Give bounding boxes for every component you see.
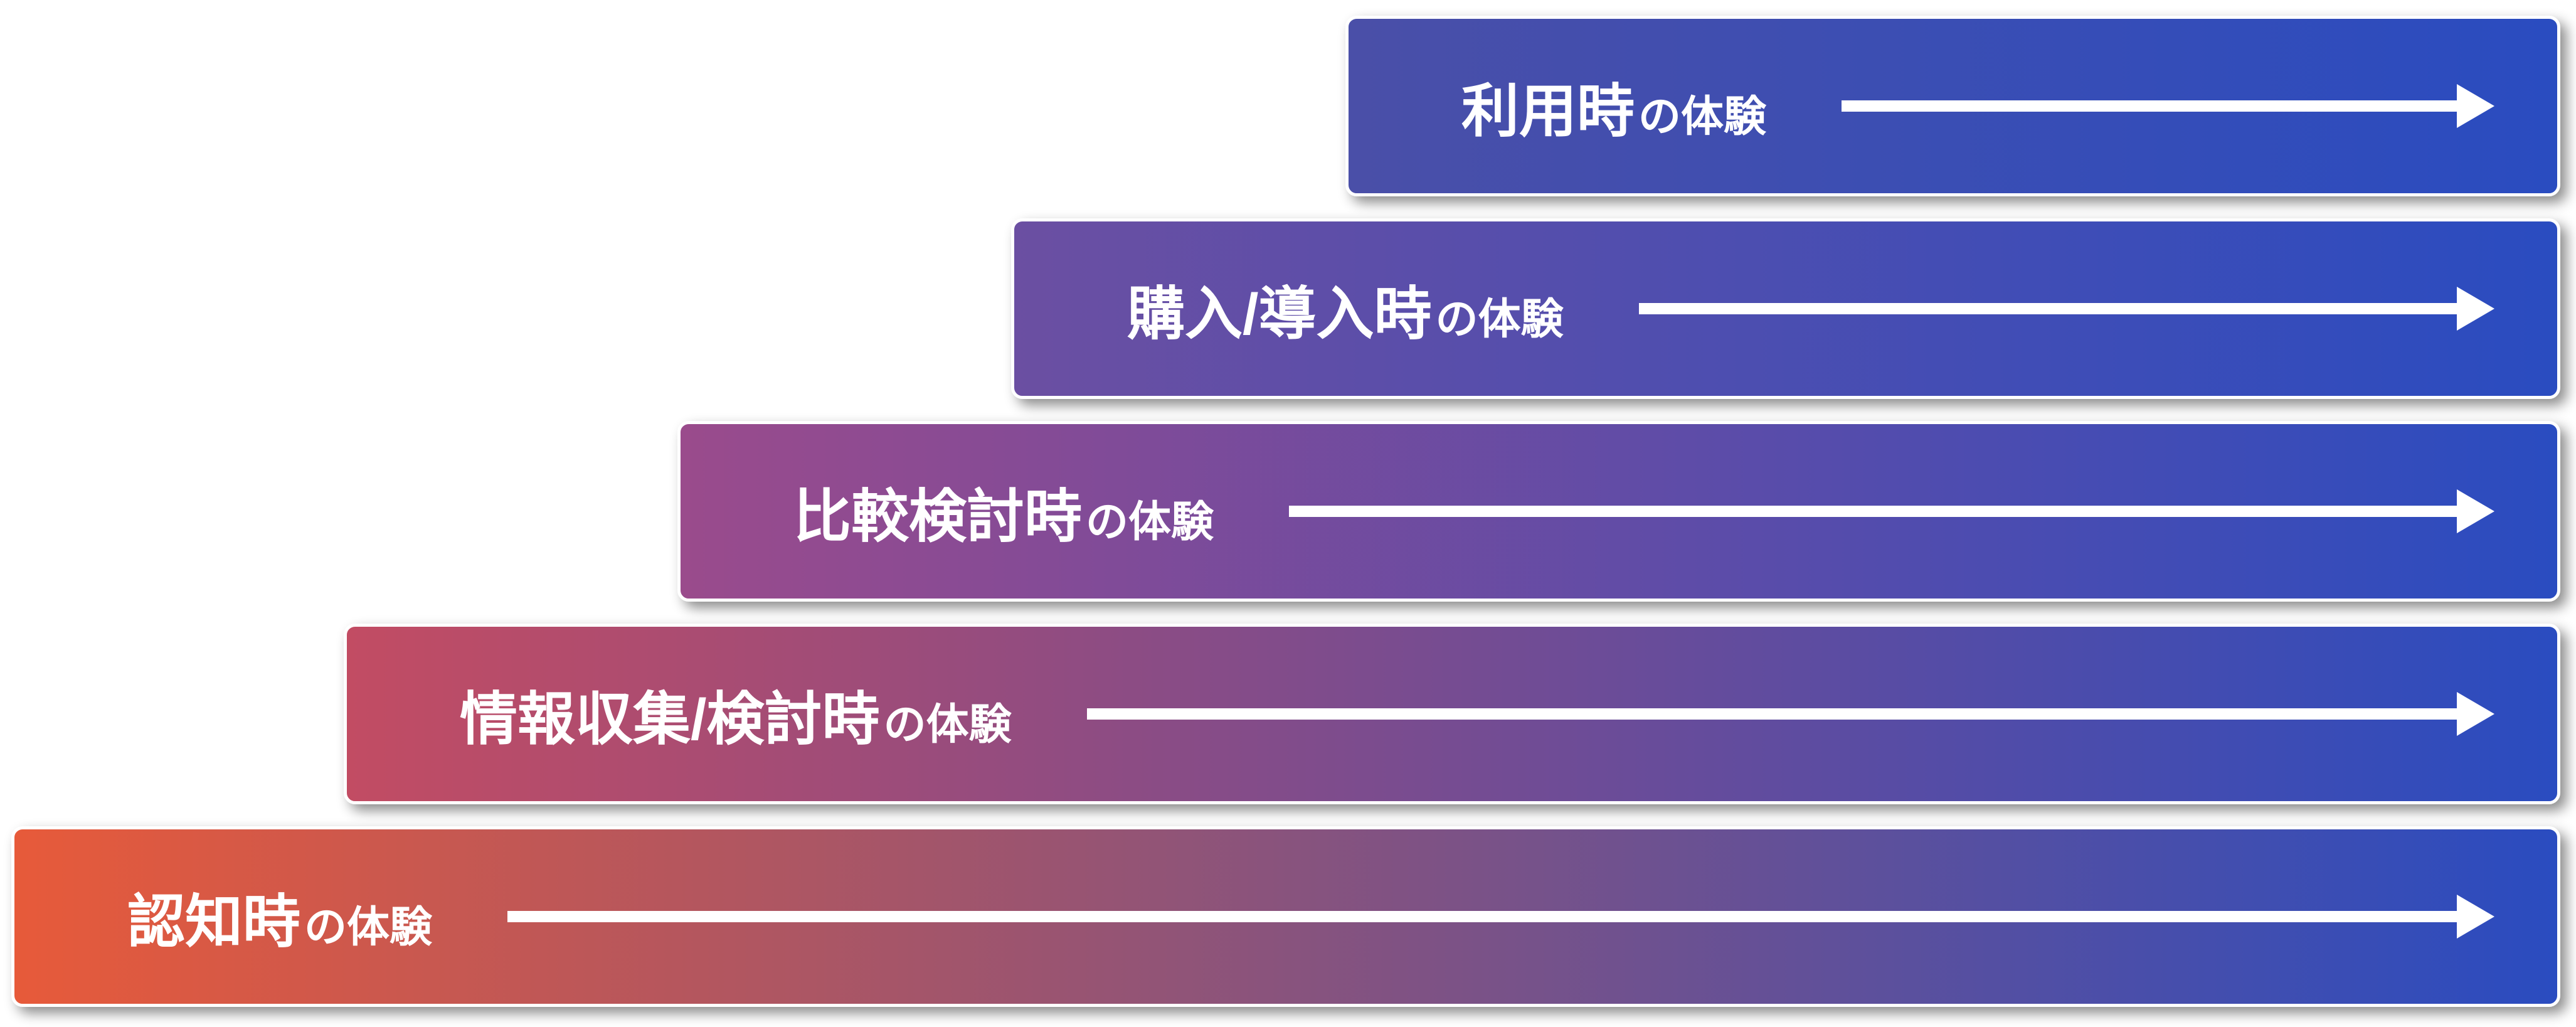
step-label-suffix: の体験 xyxy=(304,892,432,954)
arrow-right-icon xyxy=(1289,489,2494,533)
step-label: 比較検討時の体験 xyxy=(793,470,1214,553)
step-bar-awareness: 認知時の体験 xyxy=(11,826,2560,1007)
arrow-right-icon xyxy=(507,895,2494,939)
arrow-right-icon xyxy=(1842,84,2494,128)
stair-diagram: 利用時の体験購入/導入時の体験比較検討時の体験情報収集/検討時の体験認知時の体験 xyxy=(0,0,2576,1027)
step-label-main: 認知時 xyxy=(127,875,300,959)
step-label-suffix: の体験 xyxy=(884,689,1012,752)
step-label: 認知時の体験 xyxy=(127,875,432,959)
step-label-main: 比較検討時 xyxy=(793,470,1082,553)
step-bar-purchase: 購入/導入時の体験 xyxy=(1011,218,2560,399)
step-label-suffix: の体験 xyxy=(1436,284,1564,346)
step-bar-compare: 比較検討時の体験 xyxy=(677,421,2560,602)
step-label: 情報収集/検討時の体験 xyxy=(460,673,1012,756)
step-label-suffix: の体験 xyxy=(1638,82,1766,144)
arrow-right-icon xyxy=(1639,287,2494,331)
step-bar-research: 情報収集/検討時の体験 xyxy=(344,624,2560,804)
step-label-main: 購入/導入時 xyxy=(1127,267,1432,351)
step-bar-usage: 利用時の体験 xyxy=(1345,16,2560,196)
arrow-right-icon xyxy=(1087,692,2494,736)
step-label-main: 利用時 xyxy=(1461,65,1635,148)
step-label: 購入/導入時の体験 xyxy=(1127,267,1564,351)
step-label-main: 情報収集/検討時 xyxy=(460,673,880,756)
step-label-suffix: の体験 xyxy=(1086,487,1214,549)
step-label: 利用時の体験 xyxy=(1461,65,1766,148)
